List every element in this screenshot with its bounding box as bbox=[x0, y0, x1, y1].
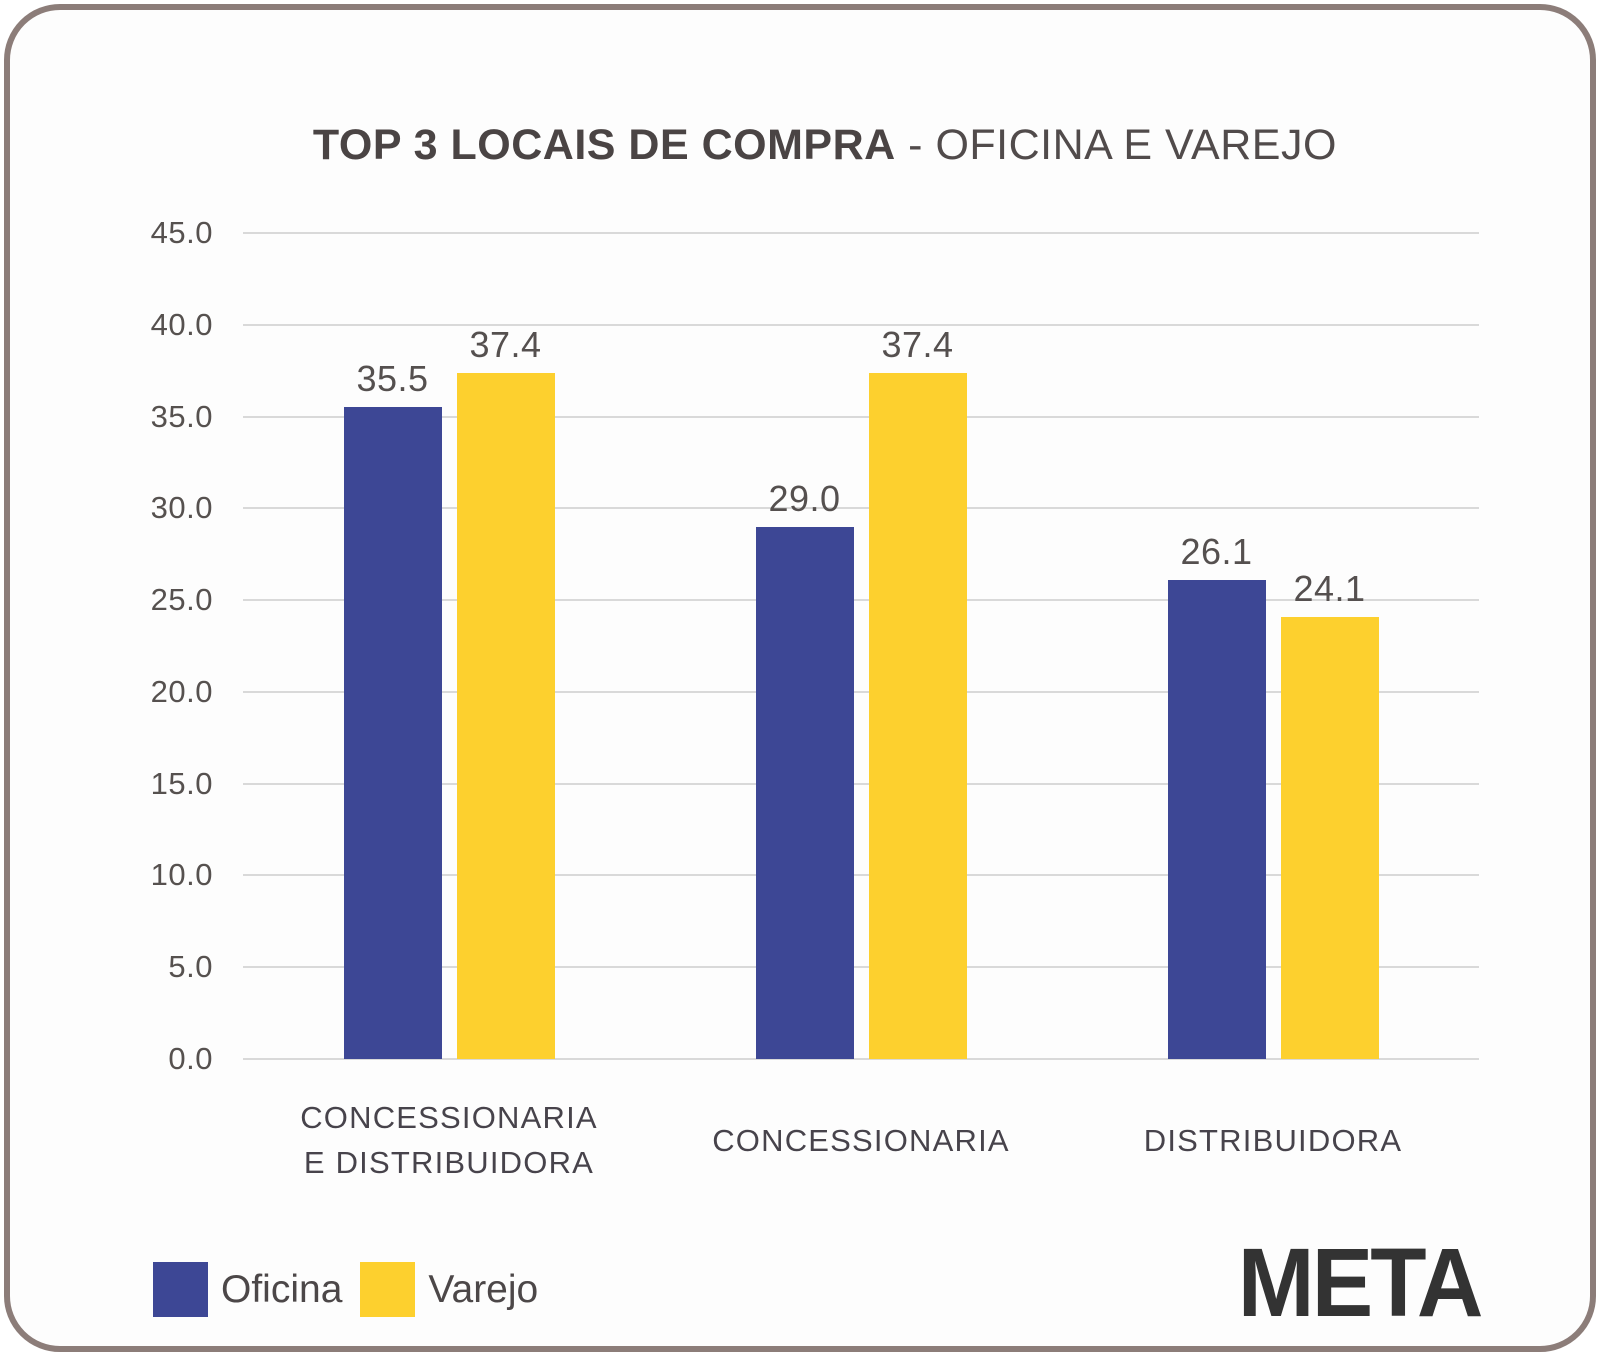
bar-varejo-1 bbox=[868, 372, 967, 1059]
bar-groups: 35.5 37.4 29.0 37.4 26.1 24.1 bbox=[243, 233, 1479, 1059]
bar-oficina-1 bbox=[755, 526, 854, 1059]
y-tick-label: 35.0 bbox=[150, 398, 213, 434]
grid-line bbox=[243, 690, 1479, 693]
meta-logo: META bbox=[1238, 1228, 1484, 1337]
grid-line bbox=[243, 874, 1479, 877]
bar-value-label: 37.4 bbox=[469, 323, 542, 365]
bar-wrap: 29.0 bbox=[755, 233, 854, 1059]
y-tick-label: 20.0 bbox=[150, 673, 213, 709]
x-axis-labels: CONCESSIONARIA E DISTRIBUIDORA CONCESSION… bbox=[243, 1076, 1479, 1206]
chart-title-rest: - OFICINA E VAREJO bbox=[895, 121, 1337, 169]
x-category-cell: DISTRIBUIDORA bbox=[1067, 1119, 1479, 1164]
legend-label-oficina: Oficina bbox=[221, 1267, 343, 1311]
bar-value-label: 35.5 bbox=[356, 358, 429, 400]
legend-label-varejo: Varejo bbox=[428, 1267, 539, 1311]
legend-swatch-oficina bbox=[153, 1262, 208, 1317]
grid-line bbox=[243, 599, 1479, 602]
y-tick-label: 30.0 bbox=[150, 490, 213, 526]
grid-line bbox=[243, 232, 1479, 234]
legend: Oficina Varejo bbox=[153, 1262, 538, 1317]
x-category-label: CONCESSIONARIA E DISTRIBUIDORA bbox=[300, 1100, 598, 1180]
bar-wrap: 37.4 bbox=[456, 233, 555, 1059]
legend-item-oficina: Oficina bbox=[153, 1262, 342, 1317]
bar-wrap: 35.5 bbox=[343, 233, 442, 1059]
x-category-cell: CONCESSIONARIA bbox=[655, 1119, 1067, 1164]
bar-group: 29.0 37.4 bbox=[655, 233, 1067, 1059]
y-tick-label: 0.0 bbox=[168, 1041, 213, 1076]
x-category-label: CONCESSIONARIA bbox=[712, 1122, 1010, 1158]
legend-item-varejo: Varejo bbox=[360, 1262, 538, 1317]
y-tick-label: 5.0 bbox=[168, 949, 213, 985]
y-tick-label: 40.0 bbox=[150, 306, 213, 342]
chart-card: TOP 3 LOCAIS DE COMPRA - OFICINA E VAREJ… bbox=[4, 4, 1596, 1352]
bar-group: 26.1 24.1 bbox=[1067, 233, 1479, 1059]
bar-value-label: 24.1 bbox=[1293, 567, 1366, 609]
x-category-cell: CONCESSIONARIA E DISTRIBUIDORA bbox=[243, 1096, 655, 1186]
y-tick-label: 10.0 bbox=[150, 857, 213, 893]
y-tick-label: 45.0 bbox=[150, 215, 213, 250]
bar-value-label: 29.0 bbox=[768, 477, 841, 519]
grid-line bbox=[243, 507, 1479, 510]
chart-title-bold: TOP 3 LOCAIS DE COMPRA bbox=[312, 121, 896, 169]
grid-line bbox=[243, 966, 1479, 969]
chart-title: TOP 3 LOCAIS DE COMPRA - OFICINA E VAREJ… bbox=[10, 72, 1590, 219]
grid-line bbox=[243, 323, 1479, 326]
x-category-label: DISTRIBUIDORA bbox=[1143, 1122, 1403, 1158]
bar-wrap: 24.1 bbox=[1280, 233, 1379, 1059]
bar-group: 35.5 37.4 bbox=[243, 233, 655, 1059]
bar-varejo-2 bbox=[1280, 616, 1379, 1059]
bar-value-label: 37.4 bbox=[881, 323, 954, 365]
plot-area: 35.5 37.4 29.0 37.4 26.1 24.1 bbox=[243, 232, 1479, 1060]
y-axis-labels: 45.0 40.0 35.0 30.0 25.0 20.0 15.0 10.0 5.0 0.0 bbox=[10, 215, 213, 1076]
bar-varejo-0 bbox=[456, 372, 555, 1059]
y-tick-label: 15.0 bbox=[150, 765, 213, 801]
grid-line bbox=[243, 415, 1479, 418]
legend-swatch-varejo bbox=[360, 1262, 416, 1317]
y-tick-label: 25.0 bbox=[150, 582, 213, 618]
bar-oficina-0 bbox=[343, 407, 442, 1059]
bar-value-label: 26.1 bbox=[1180, 530, 1253, 572]
grid-line bbox=[243, 1058, 1479, 1060]
bar-wrap: 37.4 bbox=[868, 233, 967, 1059]
bar-oficina-2 bbox=[1167, 579, 1266, 1059]
grid-line bbox=[243, 782, 1479, 785]
bar-wrap: 26.1 bbox=[1167, 233, 1266, 1059]
